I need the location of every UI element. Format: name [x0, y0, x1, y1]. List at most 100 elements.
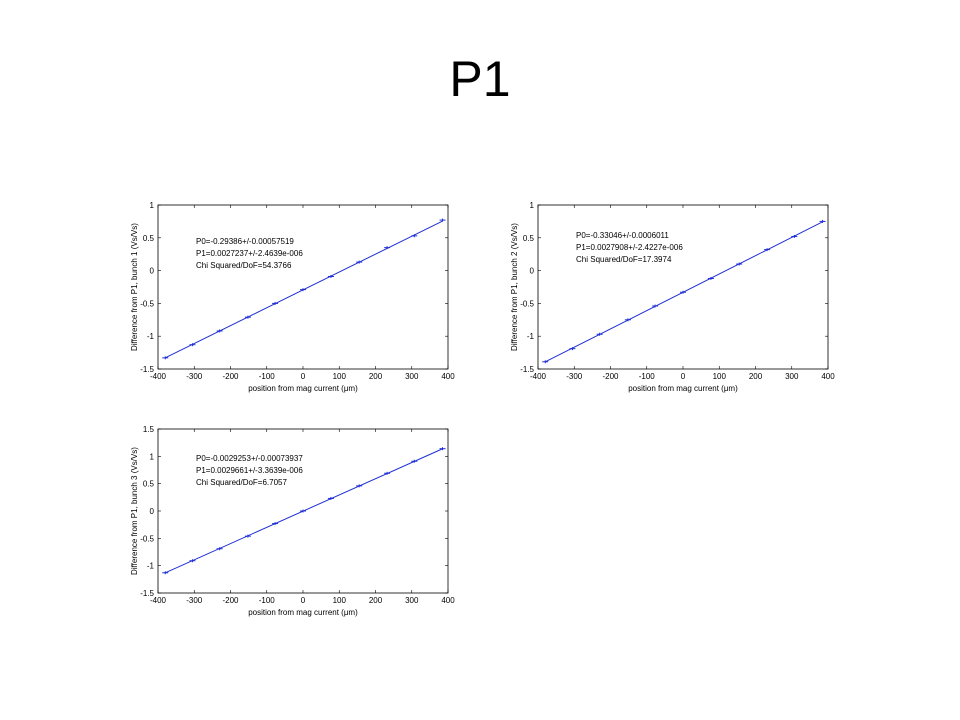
data-point [624, 318, 631, 322]
data-point [327, 275, 334, 279]
annotation-p0: P0=-0.33046+/-0.0006011 [576, 231, 669, 240]
x-axis-label: position from mag current (μm) [248, 608, 358, 617]
x-tick-label: -300 [186, 596, 203, 605]
data-point [439, 218, 446, 222]
data-point [162, 571, 169, 575]
y-tick-label: -1.5 [140, 365, 154, 374]
plot-frame [157, 204, 449, 370]
annotation-chi2: Chi Squared/DoF=17.3974 [576, 255, 672, 264]
x-tick-label: 100 [333, 372, 347, 381]
annotation-p0: P0=-0.0029253+/-0.00073937 [196, 454, 303, 463]
data-point [162, 356, 169, 360]
x-tick-label: 100 [333, 596, 347, 605]
data-point [439, 447, 446, 451]
data-point [189, 559, 196, 563]
x-tick-label: 300 [785, 372, 799, 381]
plot-bunch-1: position from mag current (μm) Differenc… [130, 201, 455, 393]
y-tick-label: -0.5 [520, 299, 534, 308]
annotation-p1: P1=0.0027237+/-2.4639e-006 [196, 249, 303, 258]
y-axis-label-text: Difference from P1, bunch 1 (Vs/Vs) [130, 223, 139, 351]
data-point [272, 301, 279, 305]
x-tick-label: -100 [639, 372, 656, 381]
x-tick-label: 300 [405, 372, 419, 381]
slide-title: P1 [449, 51, 511, 107]
fit-annotations: P0=-0.33046+/-0.0006011 P1=0.0027908+/-2… [576, 231, 683, 264]
y-tick-label: 1 [530, 201, 535, 210]
y-tick-label: -0.5 [140, 299, 154, 308]
y-tick-label: -0.5 [140, 534, 154, 543]
annotation-p1: P1=0.0029661+/-3.3639e-006 [196, 466, 303, 475]
y-tick-label: -1.5 [140, 589, 154, 598]
x-tick-label: -200 [222, 596, 239, 605]
data-point [411, 234, 418, 238]
y-tick-label: -1.5 [520, 365, 534, 374]
data-point [300, 509, 306, 513]
y-axis-label: Difference from P1, bunch 1 (Vs/Vs) [130, 223, 139, 351]
y-tick-label: -1 [527, 332, 535, 341]
y-tick-label: 0.5 [143, 480, 155, 489]
x-tick-label: 300 [405, 596, 419, 605]
x-tick-label: -400 [530, 372, 547, 381]
data-point [356, 484, 363, 488]
x-tick-label: -300 [186, 372, 203, 381]
data-point [244, 315, 251, 319]
data-point [384, 471, 391, 475]
x-tick-label: 200 [369, 372, 383, 381]
data-point [356, 260, 363, 264]
y-tick-label: 0 [150, 507, 155, 516]
x-tick-label: 0 [301, 596, 306, 605]
data-point [327, 496, 334, 500]
x-axis-label-text: position from mag current (μm) [628, 384, 738, 393]
fit-annotations: P0=-0.0029253+/-0.00073937 P1=0.0029661+… [196, 454, 303, 487]
x-tick-label: 400 [821, 372, 835, 381]
data-point [272, 522, 279, 526]
x-tick-label: 200 [749, 372, 763, 381]
x-tick-label: 0 [681, 372, 686, 381]
y-axis-label: Difference from P1, bunch 3 (Vs/Vs) [130, 447, 139, 575]
x-axis-label-text: position from mag current (μm) [248, 608, 358, 617]
data-point [819, 219, 826, 223]
data-point [216, 547, 223, 551]
data-point [411, 459, 418, 463]
y-tick-label: 0.5 [143, 234, 155, 243]
y-tick-label: -1 [147, 332, 155, 341]
x-tick-label: -400 [150, 596, 167, 605]
x-tick-label: -200 [222, 372, 239, 381]
plot-bunch-3: position from mag current (μm) Differenc… [130, 425, 455, 617]
annotation-p1: P1=0.0027908+/-2.4227e-006 [576, 243, 683, 252]
x-tick-label: -200 [602, 372, 619, 381]
data-point [736, 262, 743, 266]
data-point [680, 290, 686, 294]
x-tick-label: 400 [441, 372, 455, 381]
x-tick-label: 200 [369, 596, 383, 605]
y-axis-label: Difference from P1, bunch 2 (Vs/Vs) [510, 223, 519, 351]
x-tick-label: -400 [150, 372, 167, 381]
data-point [300, 288, 306, 292]
x-axis-label: position from mag current (μm) [628, 384, 738, 393]
data-point [791, 234, 798, 238]
x-tick-label: 0 [301, 372, 306, 381]
x-axis-label: position from mag current (μm) [248, 384, 358, 393]
annotation-chi2: Chi Squared/DoF=54.3766 [196, 261, 292, 270]
x-tick-label: -100 [259, 596, 276, 605]
data-point [652, 304, 659, 308]
fit-annotations: P0=-0.29386+/-0.00057519 P1=0.0027237+/-… [196, 237, 303, 270]
annotation-p0: P0=-0.29386+/-0.00057519 [196, 237, 294, 246]
y-tick-label: 0.5 [523, 234, 535, 243]
data-point [384, 246, 391, 250]
x-tick-label: 100 [713, 372, 727, 381]
y-tick-label: -1 [147, 562, 155, 571]
data-point [707, 276, 714, 280]
x-tick-label: 400 [441, 596, 455, 605]
y-axis-label-text: Difference from P1, bunch 3 (Vs/Vs) [130, 447, 139, 575]
y-tick-label: 1 [150, 452, 155, 461]
data-point [542, 360, 549, 364]
y-tick-label: 0 [530, 267, 535, 276]
x-axis-label-text: position from mag current (μm) [248, 384, 358, 393]
y-tick-label: 1.5 [143, 425, 155, 434]
data-point [596, 332, 603, 336]
data-point [764, 248, 771, 252]
x-tick-label: -100 [259, 372, 276, 381]
plot-frame [537, 204, 829, 370]
data-point [244, 534, 251, 538]
